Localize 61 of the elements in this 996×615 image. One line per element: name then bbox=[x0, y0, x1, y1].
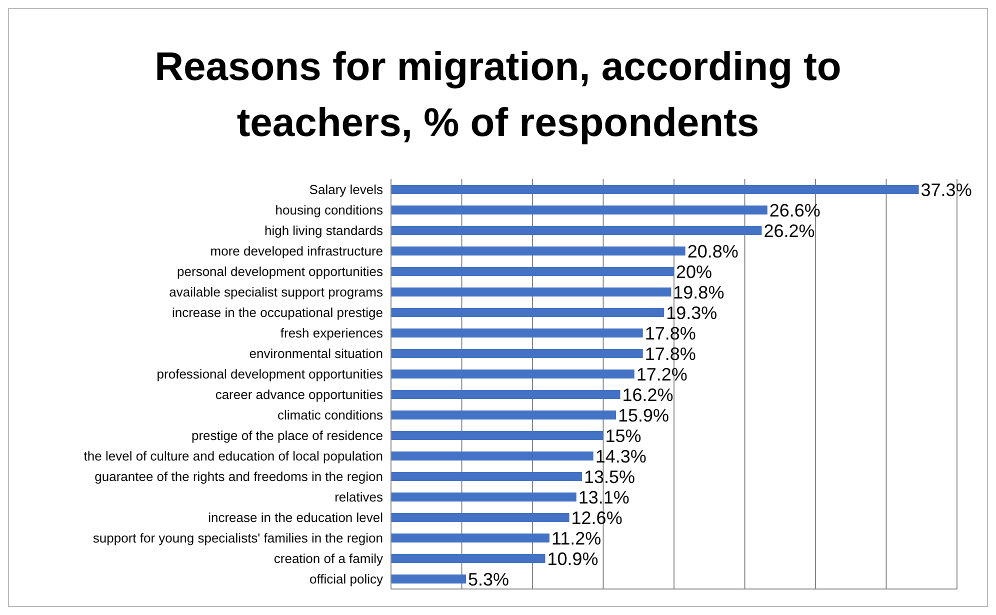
data-label: 26.6% bbox=[769, 200, 820, 220]
bar bbox=[391, 288, 672, 296]
bar bbox=[391, 226, 762, 235]
data-label: 13.5% bbox=[584, 466, 636, 487]
y-tick-label: housing conditions bbox=[275, 202, 384, 218]
y-tick-label: relatives bbox=[334, 489, 384, 504]
chart-title: Reasons for migration, according to teachers, % of respondents bbox=[154, 44, 842, 147]
bar bbox=[391, 410, 616, 420]
y-tick-label: career advance opportunities bbox=[215, 386, 384, 402]
bar bbox=[391, 185, 919, 194]
bar bbox=[391, 554, 546, 563]
y-tick-label: professional development opportunities bbox=[156, 366, 384, 382]
y-tick-label: personal development opportunities bbox=[177, 264, 384, 279]
bar bbox=[391, 472, 582, 481]
data-label: 14.3% bbox=[595, 446, 646, 466]
y-tick-label: official policy bbox=[310, 571, 384, 586]
data-label: 15.9% bbox=[618, 405, 670, 426]
bar bbox=[391, 534, 550, 542]
bar bbox=[391, 246, 686, 256]
data-label: 17.8% bbox=[644, 323, 696, 344]
data-label: 5.3% bbox=[468, 569, 510, 590]
bar bbox=[391, 492, 576, 502]
y-tick-label: increase in the education level bbox=[208, 510, 384, 525]
data-label: 20% bbox=[676, 262, 712, 282]
data-label: 17.2% bbox=[636, 364, 688, 384]
bar bbox=[391, 452, 594, 460]
bar bbox=[391, 206, 768, 214]
y-tick-label: prestige of the place of residence bbox=[191, 428, 383, 443]
data-label: 13.1% bbox=[578, 487, 630, 508]
data-label: 19.3% bbox=[666, 302, 718, 323]
bar bbox=[391, 349, 643, 358]
bar bbox=[391, 513, 570, 522]
y-tick-label: support for young specialists' families in the region bbox=[92, 530, 383, 546]
data-label: 19.8% bbox=[673, 282, 724, 302]
bar bbox=[391, 390, 620, 399]
y-tick-label: creation of a family bbox=[274, 550, 384, 566]
data-label: 16.2% bbox=[622, 384, 674, 405]
data-label: 10.9% bbox=[547, 548, 598, 569]
y-tick-label: environmental situation bbox=[249, 346, 383, 361]
bar bbox=[391, 308, 664, 317]
data-label: 26.2% bbox=[764, 220, 815, 241]
bar bbox=[391, 431, 604, 440]
y-tick-label: more developed infrastructure bbox=[210, 243, 383, 258]
y-tick-label: available specialist support programs bbox=[169, 284, 384, 300]
bar bbox=[391, 328, 643, 338]
data-label: 17.8% bbox=[644, 344, 696, 364]
data-label: 15% bbox=[605, 426, 642, 446]
bar bbox=[391, 370, 634, 378]
y-tick-label: Salary levels bbox=[309, 182, 384, 197]
y-tick-label: guarantee of the rights and freedoms in the region bbox=[94, 468, 383, 484]
y-tick-label: climatic conditions bbox=[278, 407, 384, 422]
y-tick-label: fresh experiences bbox=[280, 325, 384, 340]
y-tick-label: increase in the occupational prestige bbox=[172, 304, 383, 320]
y-tick-label: high living standards bbox=[264, 222, 384, 238]
y-tick-label: the level of culture and education of local population bbox=[84, 448, 383, 464]
bar bbox=[391, 267, 674, 276]
data-label: 20.8% bbox=[687, 241, 738, 262]
data-label: 12.6% bbox=[571, 508, 622, 528]
bar bbox=[391, 574, 466, 584]
data-label: 37.3% bbox=[920, 180, 972, 200]
data-label: 11.2% bbox=[551, 528, 602, 548]
